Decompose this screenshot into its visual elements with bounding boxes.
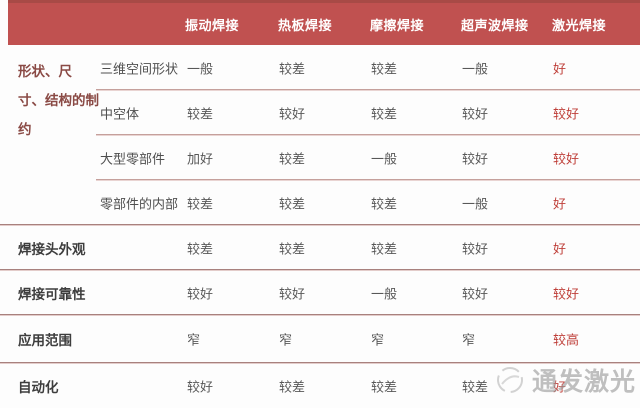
cell-value: 较好 — [462, 241, 489, 256]
cell-value: 窄 — [462, 332, 476, 348]
row-label-sub: 零部件的内部 — [100, 196, 179, 211]
cell-value-laser: 较好 — [553, 286, 580, 301]
cell-value: 较差 — [279, 151, 306, 166]
cell-value: 较差 — [187, 196, 214, 211]
row-label-main: 应用范围 — [18, 333, 72, 348]
cell-value: 较差 — [187, 106, 214, 121]
row-label-main: 自动化 — [18, 379, 59, 395]
row-divider — [96, 89, 640, 90]
table-row: 中空体 较差 较好 较差 较好 较好 — [0, 90, 640, 135]
cell-value-laser: 较好 — [553, 151, 580, 166]
table-row: 焊接头外观 较差 较差 较差 较好 好 — [0, 225, 640, 270]
row-label-main: 焊接可靠性 — [18, 286, 86, 302]
column-header-hotplate: 热板焊接 — [278, 18, 333, 33]
cell-value-laser: 好 — [553, 196, 567, 211]
section-divider — [0, 269, 640, 270]
row-divider — [96, 134, 640, 135]
cell-value: 窄 — [279, 332, 293, 348]
cell-value: 较差 — [279, 196, 306, 211]
cell-value: 较好 — [462, 286, 489, 301]
cell-value: 较差 — [279, 61, 306, 76]
column-header-laser: 激光焊接 — [552, 18, 607, 33]
row-label-sub: 大型零部件 — [100, 151, 166, 166]
cell-value: 较差 — [371, 196, 398, 211]
cell-value: 较好 — [462, 106, 489, 121]
header-top-edge — [8, 0, 640, 3]
table-row: 大型零部件 加好 较差 一般 较好 较好 — [0, 135, 640, 180]
cell-value: 较好 — [187, 379, 214, 394]
cell-value: 窄 — [371, 332, 385, 348]
row-divider — [96, 179, 640, 180]
cell-value-laser: 好 — [553, 241, 567, 256]
row-label-main: 焊接头外观 — [18, 241, 86, 257]
cell-value: 一般 — [462, 61, 489, 76]
row-label-sub: 中空体 — [100, 106, 140, 121]
column-header-ultrasonic: 超声波焊接 — [461, 18, 529, 33]
cell-value: 加好 — [187, 151, 214, 166]
cell-value: 较差 — [371, 379, 398, 394]
cell-value: 较差 — [371, 61, 398, 76]
cell-value: 较差 — [279, 241, 306, 256]
table-row: 应用范围 窄 窄 窄 窄 较高 — [0, 315, 640, 363]
column-header-vibration: 振动焊接 — [185, 18, 240, 33]
column-header-friction: 摩擦焊接 — [370, 18, 425, 33]
cell-value: 一般 — [187, 61, 214, 76]
cell-value: 较差 — [462, 379, 489, 394]
cell-value: 窄 — [187, 332, 201, 348]
row-group-label-line: 约 — [18, 122, 32, 137]
cell-value: 较好 — [279, 286, 306, 301]
cell-value: 一般 — [371, 151, 398, 166]
cell-value-laser: 较好 — [553, 106, 580, 121]
section-divider — [0, 224, 640, 225]
table-row: 焊接可靠性 较好 较好 一般 较好 较好 — [0, 270, 640, 315]
table-row: 三维空间形状 一般 较差 较差 一般 好 — [0, 45, 640, 90]
row-group-label-line: 寸、结构的制 — [18, 93, 99, 108]
cell-value: 较差 — [371, 241, 398, 256]
row-group-label-constraints: 形状、尺 寸、结构的制 约 — [18, 57, 110, 144]
cell-value: 较好 — [279, 106, 306, 121]
section-divider — [0, 314, 640, 315]
cell-value: 较好 — [462, 151, 489, 166]
cell-value-laser: 好 — [553, 379, 567, 394]
cell-value: 较差 — [187, 241, 214, 256]
cell-value: 一般 — [371, 286, 398, 301]
table-row: 自动化 较好 较差 较差 较差 好 — [0, 363, 640, 408]
cell-value-laser: 好 — [553, 61, 567, 76]
cell-value: 一般 — [462, 196, 489, 211]
row-label-sub: 三维空间形状 — [100, 61, 179, 76]
table-header-row: 振动焊接 热板焊接 摩擦焊接 超声波焊接 激光焊接 — [8, 0, 640, 45]
table-row: 零部件的内部 较差 较差 较差 一般 好 — [0, 180, 640, 225]
cell-value: 较好 — [187, 286, 214, 301]
cell-value-laser: 较高 — [553, 332, 580, 348]
cell-value: 较差 — [279, 379, 306, 394]
cell-value: 较差 — [371, 106, 398, 121]
section-divider — [0, 362, 640, 363]
row-group-label-line: 形状、尺 — [18, 64, 72, 79]
